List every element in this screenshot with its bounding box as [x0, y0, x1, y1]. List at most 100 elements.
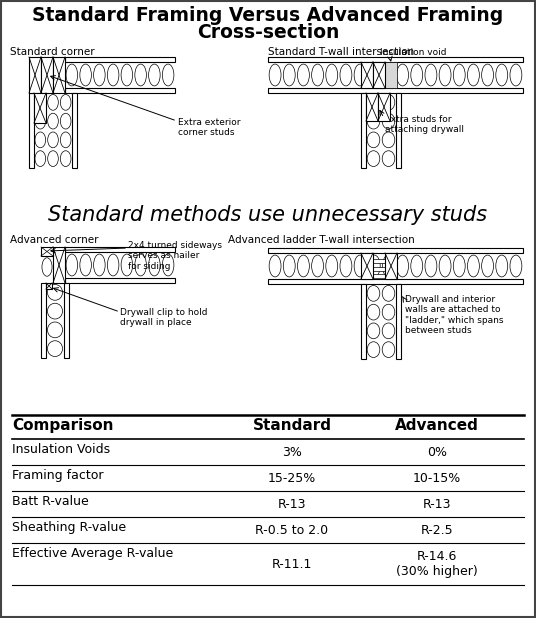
Ellipse shape — [48, 322, 63, 338]
Bar — [65, 88, 175, 93]
Ellipse shape — [80, 64, 92, 86]
Bar — [72, 93, 77, 168]
Text: Drywall clip to hold
drywall in place: Drywall clip to hold drywall in place — [120, 308, 207, 328]
Ellipse shape — [80, 254, 92, 276]
Text: R-14.6
(30% higher): R-14.6 (30% higher) — [396, 550, 478, 578]
Text: Comparison: Comparison — [12, 418, 114, 433]
Bar — [396, 93, 401, 168]
Ellipse shape — [162, 254, 174, 276]
Ellipse shape — [48, 132, 58, 148]
Bar — [373, 274, 385, 278]
Ellipse shape — [35, 95, 46, 110]
Ellipse shape — [297, 64, 309, 86]
Ellipse shape — [496, 64, 508, 86]
Ellipse shape — [382, 304, 395, 320]
Ellipse shape — [66, 64, 78, 86]
Ellipse shape — [48, 113, 58, 129]
Ellipse shape — [107, 254, 119, 276]
Ellipse shape — [397, 255, 408, 277]
Ellipse shape — [48, 303, 63, 319]
Ellipse shape — [269, 255, 281, 277]
Bar — [41, 283, 46, 358]
Ellipse shape — [354, 64, 366, 86]
Ellipse shape — [61, 151, 71, 166]
Ellipse shape — [439, 64, 451, 86]
Bar — [268, 279, 523, 284]
Ellipse shape — [135, 64, 146, 86]
Text: Insulation void: Insulation void — [380, 48, 446, 57]
Ellipse shape — [48, 151, 58, 166]
Text: 2x4 turned sideways
serves as nailer
for siding: 2x4 turned sideways serves as nailer for… — [128, 241, 222, 271]
Text: Advanced: Advanced — [395, 418, 479, 433]
Text: R-13: R-13 — [278, 497, 306, 510]
Text: R-2.5: R-2.5 — [421, 523, 453, 536]
Ellipse shape — [482, 64, 494, 86]
Ellipse shape — [297, 255, 309, 277]
Text: 15-25%: 15-25% — [268, 472, 316, 485]
Text: Framing factor: Framing factor — [12, 469, 103, 482]
Text: Extra exterior
corner studs: Extra exterior corner studs — [178, 118, 241, 137]
Bar — [373, 259, 385, 263]
Text: Standard T-wall intersection: Standard T-wall intersection — [268, 47, 414, 57]
Ellipse shape — [411, 64, 423, 86]
Ellipse shape — [48, 95, 58, 110]
Ellipse shape — [367, 95, 380, 110]
Bar — [385, 62, 397, 88]
Text: Insulation Voids: Insulation Voids — [12, 443, 110, 456]
Ellipse shape — [439, 255, 451, 277]
Ellipse shape — [340, 255, 352, 277]
Bar — [64, 283, 69, 358]
Ellipse shape — [367, 286, 380, 301]
Ellipse shape — [66, 254, 78, 276]
Ellipse shape — [383, 64, 394, 86]
Ellipse shape — [269, 64, 281, 86]
Text: 3%: 3% — [282, 446, 302, 459]
Bar — [361, 253, 373, 279]
Ellipse shape — [382, 342, 395, 357]
Text: Standard corner: Standard corner — [10, 47, 95, 57]
Bar — [268, 57, 523, 62]
Ellipse shape — [61, 113, 71, 129]
Ellipse shape — [311, 255, 324, 277]
Ellipse shape — [382, 132, 395, 148]
Bar — [41, 247, 53, 256]
Ellipse shape — [326, 64, 338, 86]
Ellipse shape — [284, 255, 295, 277]
Text: Advanced ladder T-wall intersection: Advanced ladder T-wall intersection — [228, 235, 415, 245]
Bar — [53, 57, 65, 93]
Text: Extra studs for
attaching drywall: Extra studs for attaching drywall — [385, 115, 464, 134]
Ellipse shape — [453, 64, 465, 86]
Ellipse shape — [48, 341, 63, 357]
Ellipse shape — [368, 64, 380, 86]
Text: R-11.1: R-11.1 — [272, 557, 312, 570]
Ellipse shape — [367, 323, 380, 339]
Ellipse shape — [425, 64, 437, 86]
Ellipse shape — [340, 64, 352, 86]
Bar — [361, 284, 366, 359]
Ellipse shape — [121, 64, 132, 86]
Bar — [65, 278, 175, 283]
Text: 0%: 0% — [427, 446, 447, 459]
Text: Sheathing R-value: Sheathing R-value — [12, 521, 126, 534]
Bar — [366, 93, 378, 121]
Text: Drywall and interior
walls are attached to
"ladder," which spans
between studs: Drywall and interior walls are attached … — [405, 295, 503, 335]
Ellipse shape — [467, 64, 479, 86]
Ellipse shape — [510, 64, 522, 86]
Ellipse shape — [61, 132, 71, 148]
Ellipse shape — [368, 255, 380, 277]
Bar — [29, 93, 34, 168]
Ellipse shape — [367, 132, 380, 148]
Bar — [396, 284, 401, 359]
Bar — [46, 283, 52, 289]
Ellipse shape — [35, 151, 46, 166]
Ellipse shape — [148, 64, 160, 86]
Text: R-13: R-13 — [423, 497, 451, 510]
Ellipse shape — [382, 151, 395, 166]
Bar — [361, 62, 373, 88]
Text: Batt R-value: Batt R-value — [12, 495, 89, 508]
Ellipse shape — [382, 286, 395, 301]
Bar — [41, 57, 53, 93]
Ellipse shape — [94, 64, 105, 86]
Bar — [361, 93, 366, 168]
Ellipse shape — [35, 113, 46, 129]
